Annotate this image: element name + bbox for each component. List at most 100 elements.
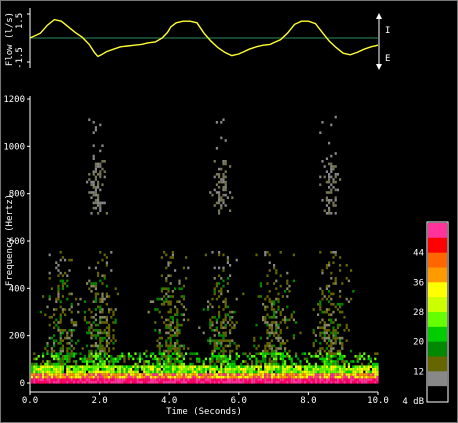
spectrogram-cell [218, 313, 221, 316]
spectrogram-cell [213, 287, 216, 290]
spectrogram-cell [57, 292, 60, 296]
spectrogram-cell [222, 318, 225, 322]
spectrogram-cell [57, 290, 60, 293]
spectrogram-cell [264, 253, 267, 257]
spectrogram-cell [345, 375, 348, 379]
spectrogram-cell [94, 352, 97, 355]
spectrogram-cell [90, 326, 93, 329]
spectrogram-cell [321, 326, 324, 329]
colorbar-swatch [428, 223, 447, 239]
spectrogram-cell [332, 282, 335, 285]
spectrogram-cell [321, 318, 324, 322]
spectrogram-cell [193, 378, 196, 381]
spectrogram-cell [48, 375, 51, 379]
spectrogram-cell [138, 373, 141, 376]
spectrogram-cell [160, 274, 163, 277]
spectrogram-cell [88, 370, 91, 374]
spectrogram-cell [224, 162, 227, 166]
spectrogram-cell [321, 297, 324, 301]
spectrogram-cell [231, 326, 234, 329]
spectrogram-cell [215, 368, 218, 371]
spectrogram-cell [88, 329, 91, 332]
spectrogram-cell [59, 342, 62, 345]
spectrogram-cell [178, 368, 181, 371]
spectrogram-cell [328, 173, 331, 176]
spectrogram-cell [213, 290, 216, 293]
spectrogram-cell [341, 344, 344, 348]
spectrogram-cell [233, 362, 236, 366]
spectrogram-cell [101, 274, 104, 277]
spectrogram-cell [301, 381, 304, 384]
spectrogram-cell [330, 342, 333, 345]
spectrogram-cell [158, 297, 161, 301]
spectrogram-cell [154, 308, 157, 311]
spectrogram-cell [242, 360, 245, 363]
spectrogram-cell [226, 282, 229, 285]
spectrogram-cell [174, 357, 177, 361]
spectrogram-cell [125, 365, 128, 368]
spectrogram-cell [345, 297, 348, 301]
spectrogram-cell [165, 331, 168, 335]
spectrogram-cell [53, 313, 56, 316]
spectrogram-cell [108, 370, 111, 374]
spectrogram-cell [209, 339, 212, 342]
spectrogram-cell [92, 329, 95, 332]
spectrogram-cell [367, 355, 370, 358]
spectrogram-cell [185, 368, 188, 371]
spectrogram-cell [174, 347, 177, 350]
spectrogram-cell [156, 375, 159, 379]
spectrogram-cell [334, 251, 337, 254]
spectrogram-cell [323, 373, 326, 376]
spectrogram-cell [286, 370, 289, 374]
spectrogram-cell [361, 381, 364, 384]
spectrogram-cell [132, 370, 135, 374]
spectrogram-cell [59, 357, 62, 361]
spectrogram-cell [257, 378, 260, 381]
spectrogram-cell [290, 357, 293, 361]
spectrogram-cell [86, 365, 89, 368]
spectrogram-cell [176, 310, 179, 314]
spectrogram-cell [215, 326, 218, 329]
spectrogram-cell [72, 347, 75, 350]
spectrogram-cell [213, 277, 216, 280]
spectrogram-cell [64, 373, 67, 376]
spectrogram-cell [226, 321, 229, 324]
spectrogram-cell [79, 375, 82, 379]
spectrogram-cell [321, 347, 324, 350]
spectrogram-cell [266, 381, 269, 384]
spectrogram-cell [145, 368, 148, 371]
spectrogram-cell [180, 370, 183, 374]
spectrogram-cell [295, 321, 298, 324]
spectrogram-cell [334, 339, 337, 342]
spectrogram-cell [169, 347, 172, 350]
spectrogram-cell [224, 331, 227, 335]
spectrogram-cell [97, 199, 100, 202]
spectrogram-cell [235, 355, 238, 358]
spectrogram-cell [72, 375, 75, 379]
spectrogram-cell [323, 336, 326, 340]
flow-series-line [29, 18, 379, 58]
spectrogram-cell [64, 271, 67, 275]
spectrogram-cell [325, 204, 328, 207]
spectrogram-cell [88, 352, 91, 355]
spectrogram-cell [277, 381, 280, 384]
spectrogram-cell [90, 378, 93, 381]
spectrogram-cell [169, 300, 172, 303]
spectrogram-cell [339, 339, 342, 342]
spectrogram-cell [149, 300, 152, 303]
spectrogram-cell [204, 253, 207, 257]
spectrogram-cell [301, 370, 304, 374]
spectrogram-cell [130, 373, 133, 376]
spectrogram-cell [211, 321, 214, 324]
spectrogram-cell [220, 180, 223, 184]
spectrogram-cell [345, 277, 348, 280]
spectrogram-cell [136, 378, 139, 381]
spectrogram-cell [284, 362, 287, 366]
spectrogram-cell [50, 365, 53, 368]
spectrogram-cell [193, 370, 196, 374]
spectrogram-cell [160, 336, 163, 340]
spectrogram-cell [372, 365, 375, 368]
spectrogram-cell [171, 290, 174, 293]
